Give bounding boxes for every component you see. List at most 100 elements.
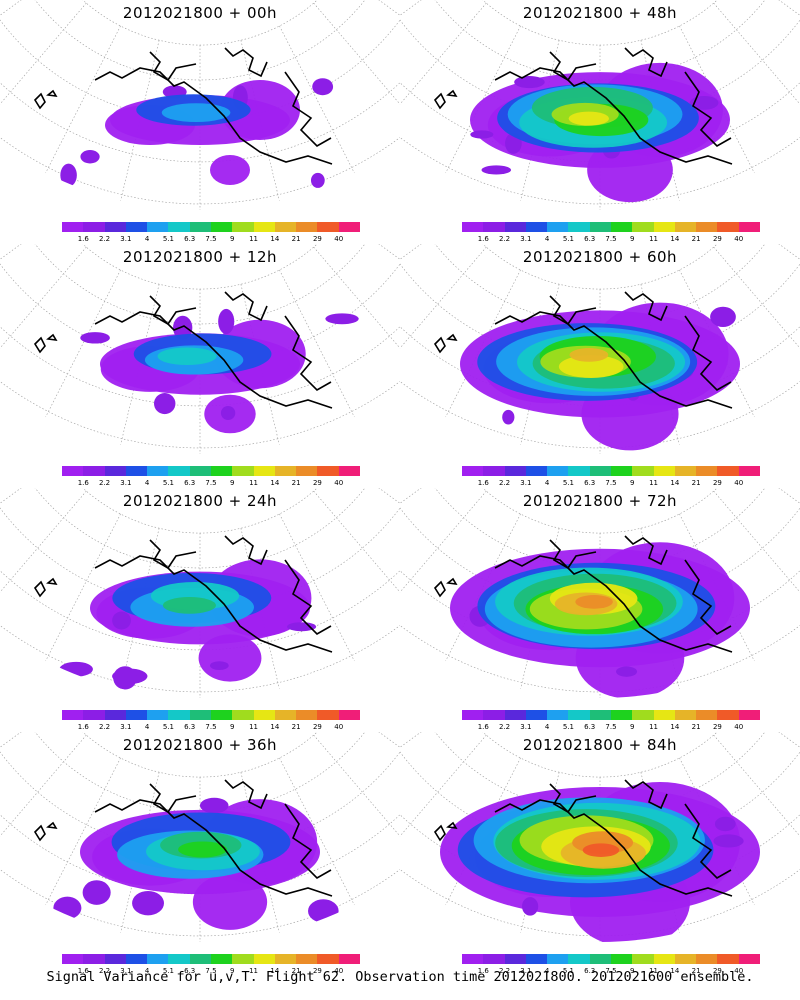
colorbar-tick-label: 11: [249, 967, 259, 975]
colorbar-swatch: [338, 466, 360, 476]
colorbar-tick-label: 6.3: [184, 723, 196, 731]
colorbar-tick-label: 40: [734, 479, 744, 487]
colorbar-tick-label: 11: [249, 479, 259, 487]
colorbar-tick-label: 14: [270, 723, 280, 731]
forecast-panel: 2012021800 + 12h 1.6 2.2 3.1 4 5.1 6.3 7.5 9 11 14…: [0, 244, 400, 488]
colorbar-tick-label: 4: [544, 235, 550, 243]
forecast-panel: 2012021800 + 24h 1.6 2.2 3.1 4 5.1 6.3 7.5 9 11 14…: [0, 488, 400, 732]
colorbar-swatch: [462, 954, 484, 964]
colorbar-swatch: [674, 710, 697, 720]
colorbar-swatch: [83, 222, 105, 232]
colorbar-swatch: [653, 222, 675, 232]
colorbar-tick-label: 2.2: [498, 967, 511, 975]
colorbar-tick-label: 11: [649, 235, 659, 243]
colorbar-swatch: [610, 954, 633, 964]
colorbar-tick-label: 29: [712, 967, 722, 975]
colorbar-swatch: [125, 710, 148, 720]
colorbar-tick-label: 4: [144, 235, 150, 243]
colorbar-tick-label: 2.2: [98, 479, 111, 487]
forecast-panel: 2012021800 + 72h 1.6 2.2 3.1 4 5.1 6.3 7.5 9 11 14…: [400, 488, 800, 732]
colorbar-swatch: [83, 710, 105, 720]
colorbar-swatch: [232, 466, 254, 476]
colorbar-tick-label: 3.1: [120, 967, 132, 975]
panel-title: 2012021800 + 00h: [122, 4, 278, 22]
colorbar-ticks: 1.6 2.2 3.1 4 5.1 6.3 7.5 9 11 14 21 29 40: [52, 967, 372, 977]
colorbar-swatch: [338, 954, 360, 964]
colorbar-swatch: [568, 466, 590, 476]
colorbar-tick-label: 29: [312, 479, 322, 487]
colorbar-tick-label: 5.1: [162, 479, 174, 487]
colorbar-swatch: [210, 710, 233, 720]
colorbar-tick-label: 9: [630, 479, 635, 487]
colorbar-tick-label: 1.6: [477, 479, 489, 487]
colorbar-ticks: 1.6 2.2 3.1 4 5.1 6.3 7.5 9 11 14 21 29 40: [52, 235, 372, 245]
colorbar-swatch: [525, 954, 548, 964]
panel-title: 2012021800 + 24h: [122, 492, 278, 510]
colorbar-swatch: [338, 222, 360, 232]
colorbar-tick-label: 5.1: [562, 967, 574, 975]
colorbar-swatch: [147, 466, 169, 476]
panel-title: 2012021800 + 12h: [122, 248, 278, 266]
colorbar-swatch: [317, 466, 339, 476]
colorbar-tick-label: 6.3: [584, 967, 596, 975]
colorbar-tick-label: 1.6: [477, 967, 489, 975]
colorbar-swatch: [210, 954, 233, 964]
colorbar-swatch: [610, 710, 633, 720]
colorbar-tick-label: 21: [291, 967, 301, 975]
colorbar-tick-label: 14: [670, 967, 680, 975]
colorbar-swatch: [632, 710, 654, 720]
colorbar-swatch: [62, 710, 84, 720]
forecast-panel: 2012021800 + 48h 1.6 2.2 3.1 4 5.1 6.3 7.5 9 11 14…: [400, 0, 800, 244]
forecast-panel: 2012021800 + 00h 1.6 2.2 3.1 4 5.1 6.3 7.5 9 11 14…: [0, 0, 400, 244]
colorbar-ticks: 1.6 2.2 3.1 4 5.1 6.3 7.5 9 11 14 21 29 40: [52, 723, 372, 733]
colorbar: [62, 710, 360, 720]
colorbar-swatch: [483, 710, 505, 720]
colorbar-tick-label: 40: [334, 967, 344, 975]
colorbar-ticks: 1.6 2.2 3.1 4 5.1 6.3 7.5 9 11 14 21 29 40: [52, 479, 372, 489]
colorbar-tick-label: 5.1: [562, 235, 574, 243]
colorbar-swatch: [317, 954, 339, 964]
colorbar-swatch: [462, 710, 484, 720]
colorbar: [62, 466, 360, 476]
colorbar-tick-label: 1.6: [477, 235, 489, 243]
colorbar-swatch: [696, 710, 718, 720]
colorbar-swatch: [589, 710, 611, 720]
colorbar-swatch: [147, 710, 169, 720]
colorbar-swatch: [296, 710, 318, 720]
forecast-panel: 2012021800 + 60h 1.6 2.2 3.1 4 5.1 6.3 7.5 9 11 14…: [400, 244, 800, 488]
colorbar-tick-label: 2.2: [498, 723, 511, 731]
colorbar-tick-label: 1.6: [77, 967, 89, 975]
colorbar-ticks: 1.6 2.2 3.1 4 5.1 6.3 7.5 9 11 14 21 29 40: [452, 723, 772, 733]
colorbar-swatch: [62, 222, 84, 232]
colorbar-swatch: [738, 710, 760, 720]
colorbar-tick-label: 7.5: [605, 723, 617, 731]
colorbar-swatch: [147, 954, 169, 964]
colorbar-swatch: [189, 710, 211, 720]
colorbar-tick-label: 21: [291, 479, 301, 487]
variance-field: [470, 62, 730, 203]
colorbar-tick-label: 7.5: [605, 235, 617, 243]
colorbar-swatch: [589, 466, 611, 476]
colorbar-tick-label: 6.3: [584, 235, 596, 243]
colorbar-swatch: [653, 954, 675, 964]
colorbar-tick-label: 29: [312, 723, 322, 731]
variance-field: [60, 78, 334, 188]
colorbar-swatch: [632, 954, 654, 964]
colorbar-swatch: [483, 466, 505, 476]
colorbar-swatch: [104, 710, 126, 720]
colorbar-tick-label: 29: [312, 967, 322, 975]
colorbar-tick-label: 11: [649, 723, 659, 731]
colorbar-tick-label: 4: [544, 479, 550, 487]
colorbar-swatch: [189, 466, 211, 476]
colorbar-swatch: [232, 710, 254, 720]
colorbar-tick-label: 9: [230, 723, 235, 731]
colorbar-tick-label: 40: [734, 967, 744, 975]
coastline: [33, 535, 333, 653]
coastline: [433, 779, 733, 897]
colorbar-tick-label: 21: [291, 723, 301, 731]
signal-variance-map: [0, 0, 400, 210]
colorbar-tick-label: 3.1: [520, 479, 532, 487]
colorbar-swatch: [210, 222, 233, 232]
colorbar-tick-label: 3.1: [120, 479, 132, 487]
colorbar-swatch: [125, 466, 148, 476]
